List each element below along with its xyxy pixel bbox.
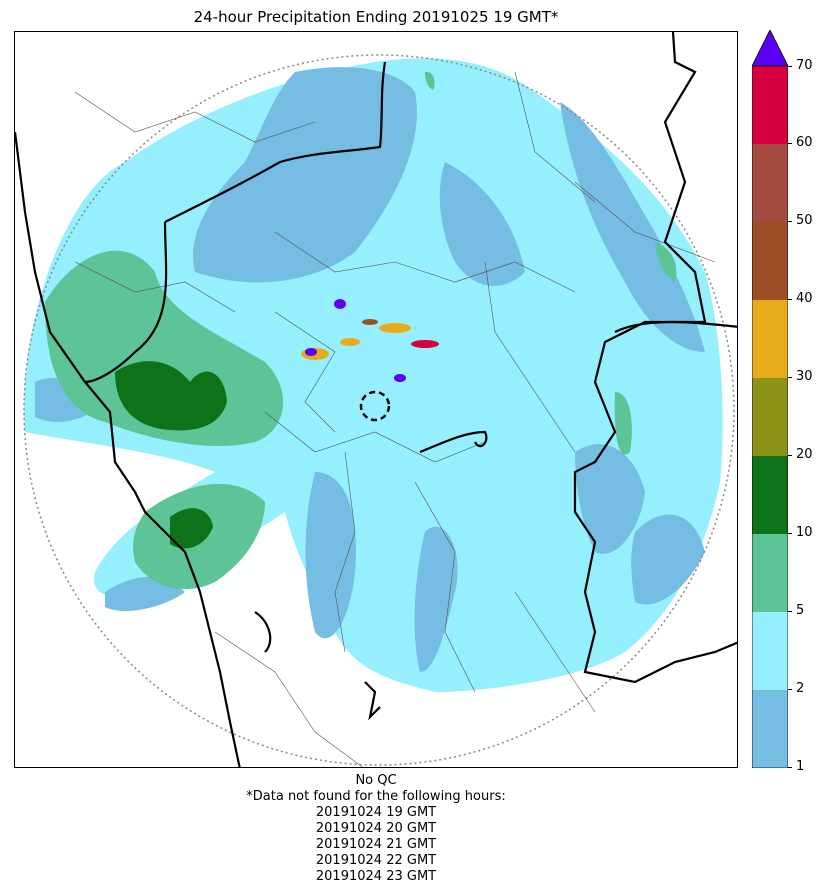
colorbar-tickmark (788, 221, 792, 222)
colorbar-tickmark (788, 611, 792, 612)
colorbar-tick-label: 40 (796, 291, 813, 306)
colorbar-segment-1-2 (752, 690, 788, 768)
district-boundaries (74, 71, 716, 767)
radar-site-marker (359, 390, 391, 422)
colorbar-tick-label: 10 (796, 525, 813, 540)
colorbar-tickmark (788, 377, 792, 378)
missing-hour: 20191024 22 GMT (315, 853, 437, 868)
colorbar-tickmark (788, 689, 792, 690)
precip-colorbar (752, 30, 788, 768)
colorbar-tick-label: 50 (796, 213, 813, 228)
colorbar-tickmark (788, 455, 792, 456)
colorbar-outline (752, 65, 788, 768)
colorbar-segment-2-5 (752, 612, 788, 690)
colorbar-tickmark (788, 767, 792, 768)
qc-status: No QC (355, 773, 397, 788)
colorbar-tick-label: 1 (796, 759, 805, 774)
colorbar-tick-label: 60 (796, 135, 813, 150)
missing-hour: 20191024 20 GMT (315, 821, 437, 836)
state-borders (15, 32, 737, 767)
missing-hour: 20191024 23 GMT (315, 869, 437, 884)
colorbar-segment-50-60 (752, 144, 788, 222)
map-footer: No QC *Data not found for the following … (14, 773, 738, 885)
colorbar-tick-label: 2 (796, 681, 805, 696)
colorbar-segment-60-70 (752, 66, 788, 144)
colorbar-tick-label: 30 (796, 369, 813, 384)
colorbar-extend-triangle (752, 30, 788, 67)
colorbar-segment-10-20 (752, 456, 788, 534)
missing-hour: 20191024 21 GMT (315, 837, 437, 852)
missing-hour: 20191024 19 GMT (315, 805, 437, 820)
colorbar-tick-label: 20 (796, 447, 813, 462)
colorbar-tickmark (788, 143, 792, 144)
colorbar-segment-40-50 (752, 222, 788, 300)
colorbar-tick-label: 5 (796, 603, 805, 618)
radar-range-ring (23, 54, 735, 766)
colorbar-tickmark (788, 66, 792, 67)
colorbar-segment-30-40 (752, 300, 788, 378)
radar-map-canvas (15, 32, 737, 767)
colorbar-tickmark (788, 533, 792, 534)
precip-10-20-areas (115, 361, 227, 549)
radar-map[interactable] (14, 31, 738, 768)
colorbar-segment-20-30 (752, 378, 788, 456)
missing-data-note: *Data not found for the following hours: (246, 789, 506, 804)
colorbar-tick-label: 70 (796, 58, 813, 73)
precip-intense-cells (301, 299, 439, 382)
map-title: 24-hour Precipitation Ending 20191025 19… (193, 8, 559, 26)
colorbar-tickmark (788, 299, 792, 300)
colorbar-segment-5-10 (752, 534, 788, 612)
